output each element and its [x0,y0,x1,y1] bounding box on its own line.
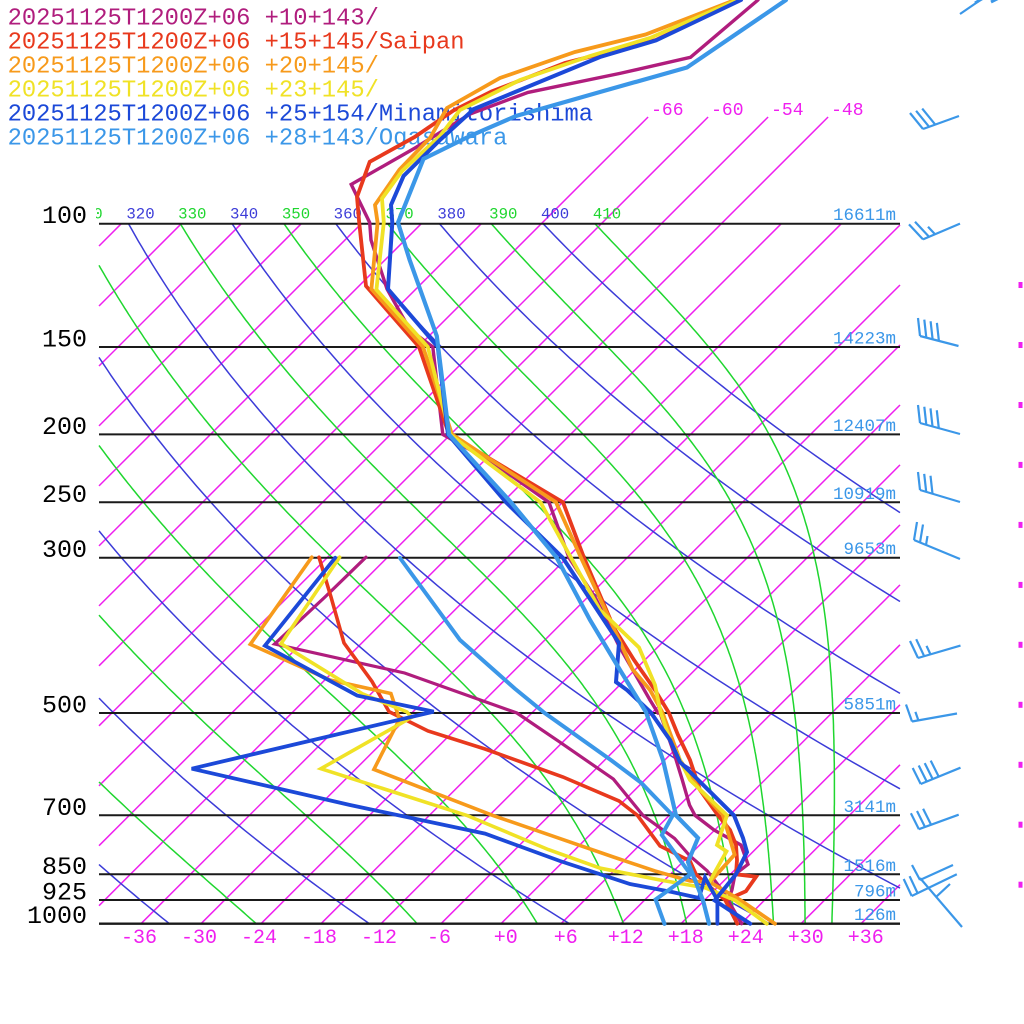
svg-text:-60: -60 [711,101,743,121]
svg-text:-12: -12 [361,927,397,950]
svg-text:200: 200 [42,413,87,442]
svg-text:20251125T1200Z+06 +10+143/: 20251125T1200Z+06 +10+143/ [8,5,379,32]
svg-text:390: 390 [489,206,517,224]
svg-text:340: 340 [230,206,258,224]
svg-text:-54: -54 [771,101,803,121]
svg-text:-48: -48 [831,101,863,121]
svg-text:-36: -36 [121,927,157,950]
svg-text:14223m: 14223m [833,330,896,350]
svg-text:700: 700 [42,794,87,823]
svg-text:-18: -18 [301,927,337,950]
svg-text:+18: +18 [668,927,704,950]
svg-text:+0: +0 [494,927,518,950]
svg-text:1516m: 1516m [843,857,896,877]
svg-text:+24: +24 [728,927,764,950]
svg-text:5851m: 5851m [843,696,896,716]
svg-text:796m: 796m [854,883,896,903]
svg-text:400: 400 [541,206,569,224]
svg-text:300: 300 [42,536,87,565]
svg-text:925: 925 [42,879,87,908]
svg-text:1000: 1000 [27,902,87,931]
svg-text:-24: -24 [241,927,277,950]
svg-text:+12: +12 [608,927,644,950]
svg-text:12407m: 12407m [833,417,896,437]
svg-text:20251125T1200Z+06 +25+154/Mina: 20251125T1200Z+06 +25+154/Minamitorishim… [8,102,594,129]
svg-text:20251125T1200Z+06 +20+145/: 20251125T1200Z+06 +20+145/ [8,54,379,81]
svg-text:320: 320 [126,206,154,224]
svg-text:20251125T1200Z+06 +15+145/Saip: 20251125T1200Z+06 +15+145/Saipan [8,30,465,57]
svg-text:-6: -6 [427,927,451,950]
svg-text:3141m: 3141m [843,798,896,818]
svg-text:20251125T1200Z+06 +23+145/: 20251125T1200Z+06 +23+145/ [8,78,379,105]
svg-text:16611m: 16611m [833,206,896,226]
svg-text:500: 500 [42,692,87,721]
svg-text:410: 410 [593,206,621,224]
svg-text:-66: -66 [651,101,683,121]
svg-text:10919m: 10919m [833,485,896,505]
svg-text:350: 350 [282,206,310,224]
svg-text:126m: 126m [854,906,896,926]
svg-text:330: 330 [178,206,206,224]
svg-text:250: 250 [42,481,87,510]
svg-text:+30: +30 [788,927,824,950]
svg-text:380: 380 [437,206,465,224]
svg-text:100: 100 [42,202,87,231]
svg-text:-30: -30 [181,927,217,950]
svg-text:850: 850 [42,853,87,882]
svg-text:150: 150 [42,326,87,355]
svg-text:310: 310 [74,206,102,224]
svg-text:+6: +6 [554,927,578,950]
svg-text:+36: +36 [848,927,884,950]
svg-text:360: 360 [334,206,362,224]
svg-text:9653m: 9653m [843,540,896,560]
